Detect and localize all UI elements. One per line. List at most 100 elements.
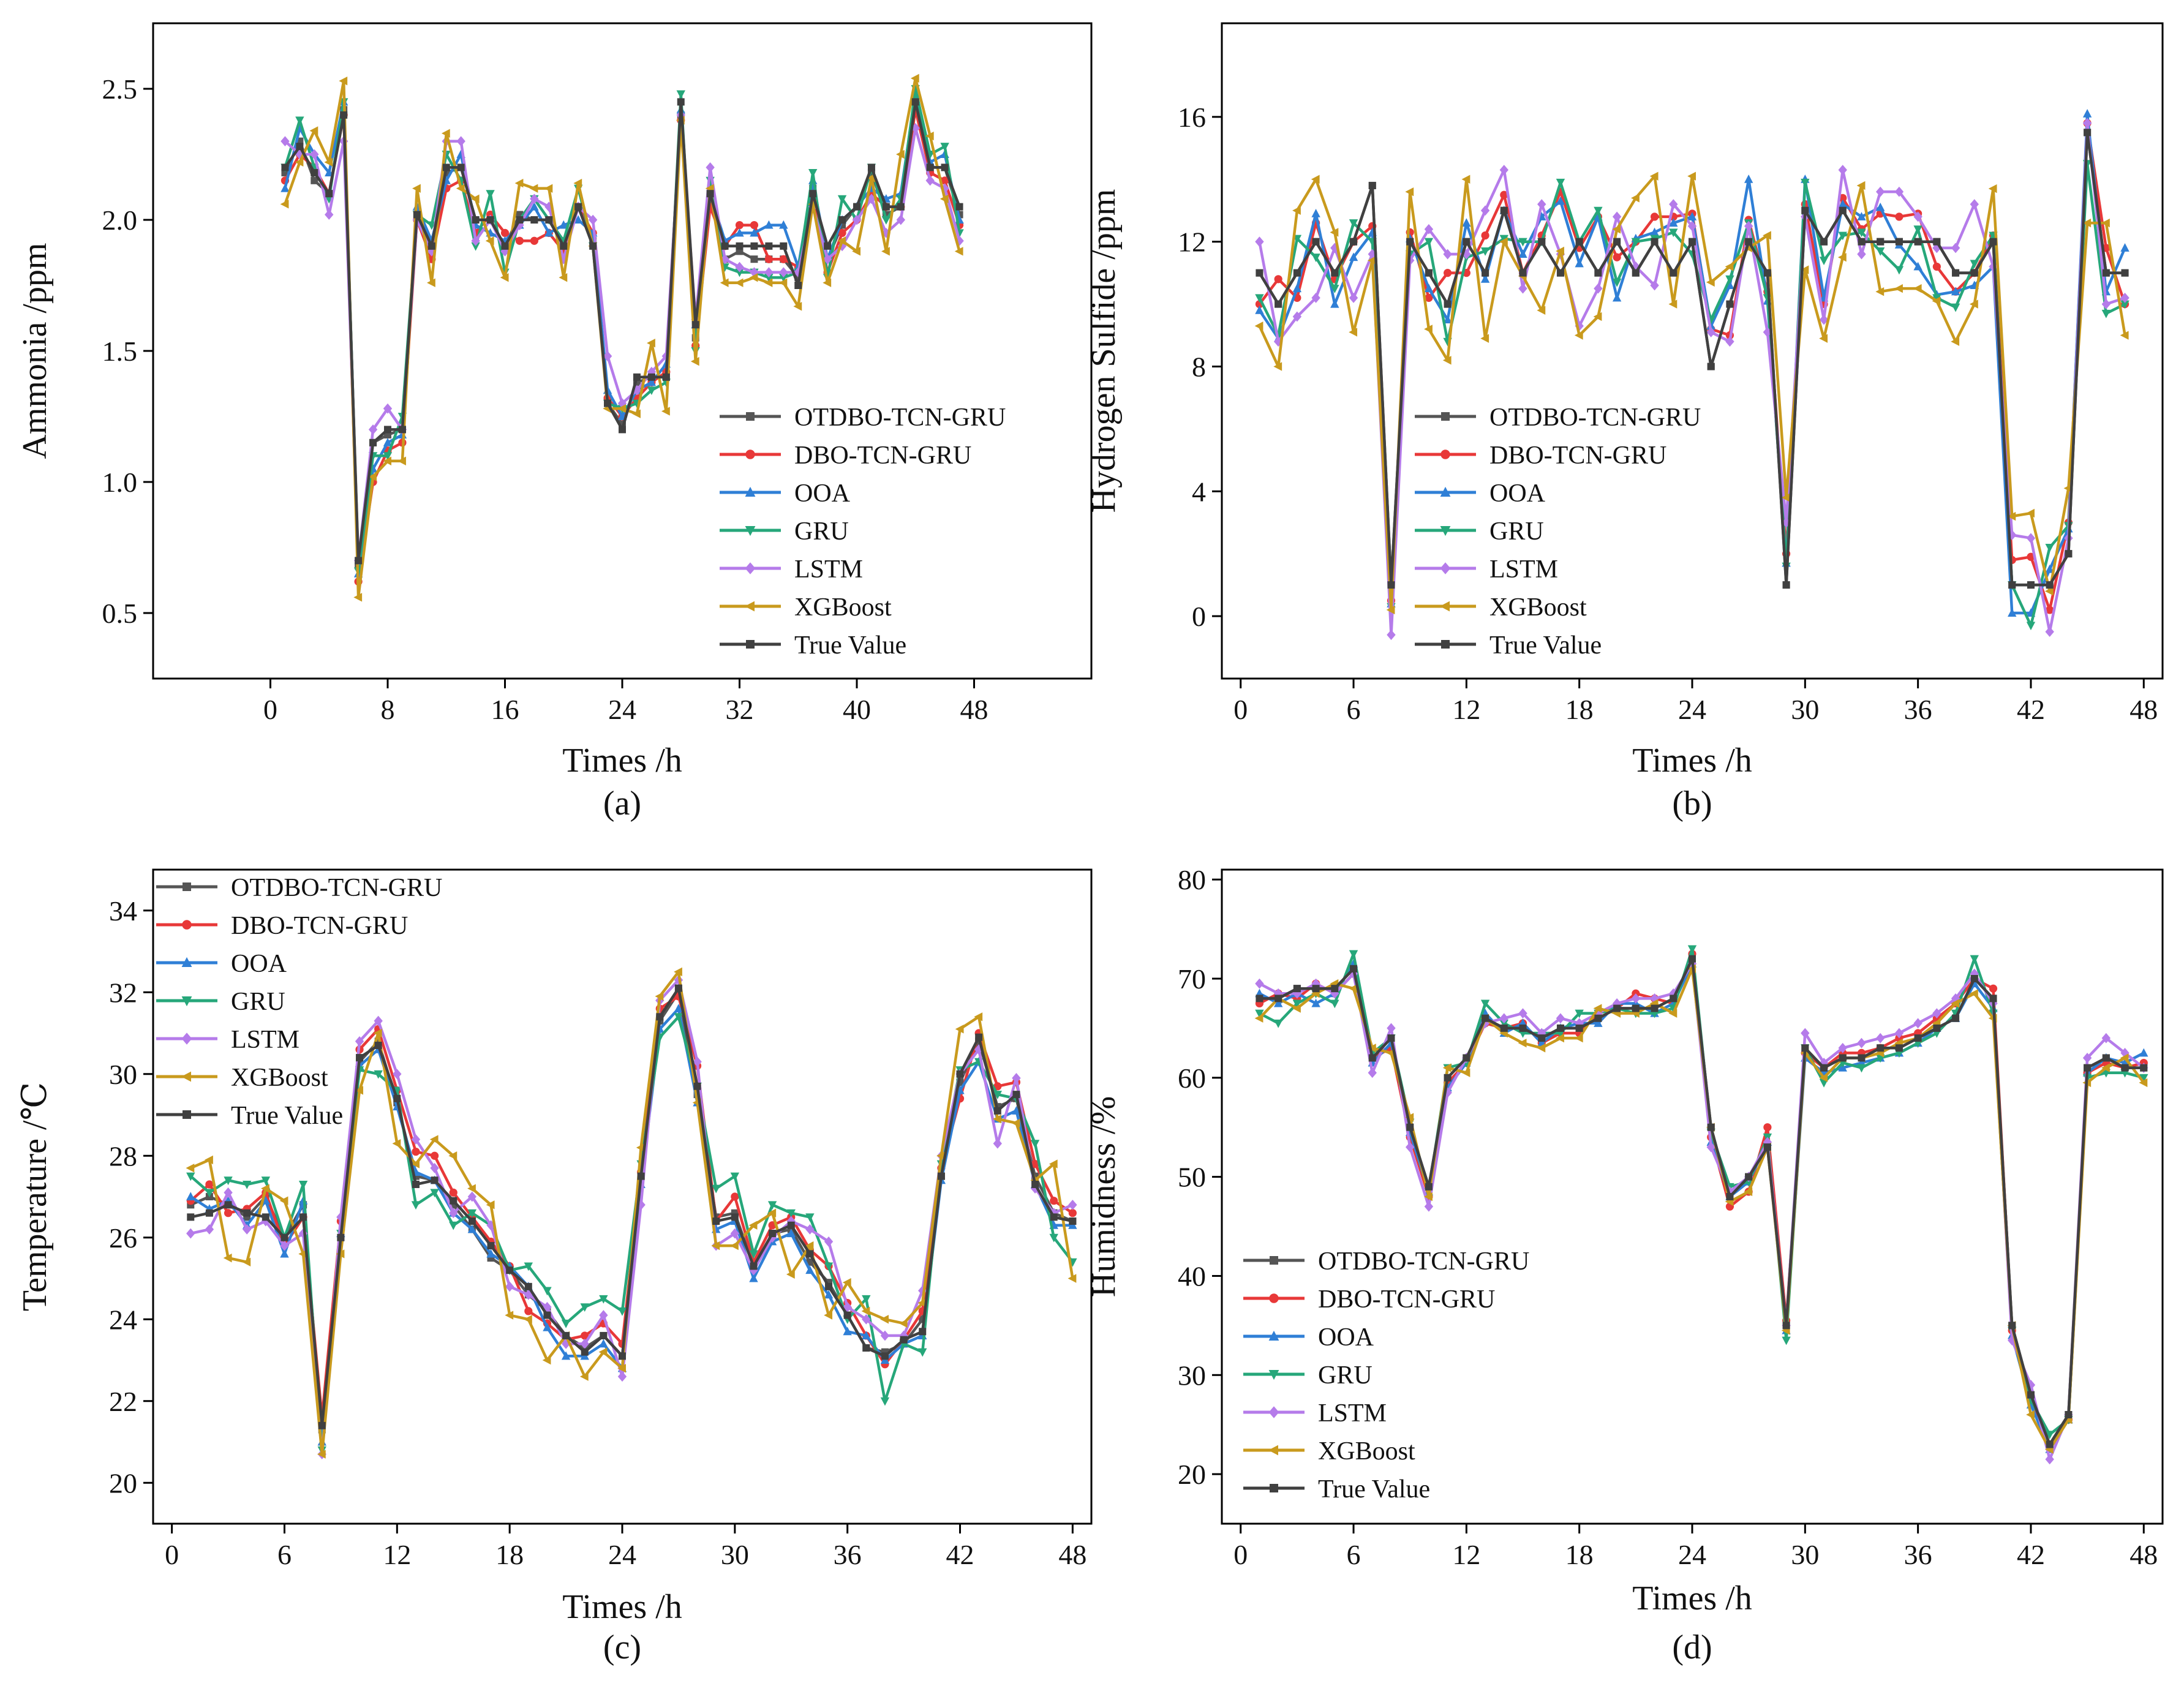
legend-marker bbox=[1440, 562, 1451, 574]
series-otdbo-tcn-gru bbox=[187, 988, 1077, 1434]
data-point bbox=[530, 201, 539, 211]
data-point bbox=[1273, 998, 1283, 1007]
data-point bbox=[309, 126, 318, 135]
data-point bbox=[955, 1025, 964, 1034]
data-point bbox=[412, 1147, 420, 1156]
data-point bbox=[2101, 1033, 2111, 1044]
data-point bbox=[467, 1209, 477, 1218]
legend-marker bbox=[181, 1071, 191, 1082]
data-point bbox=[560, 242, 568, 250]
data-point bbox=[431, 1151, 439, 1160]
data-point bbox=[524, 1282, 532, 1290]
legend-marker bbox=[745, 486, 756, 497]
series-line bbox=[284, 113, 961, 562]
series-line bbox=[190, 978, 1074, 1456]
data-point bbox=[1350, 965, 1358, 973]
legend-label: LSTM bbox=[1318, 1399, 1387, 1428]
data-point bbox=[2082, 108, 2092, 118]
data-point bbox=[1687, 945, 1697, 954]
legend-marker bbox=[1269, 1293, 1279, 1303]
data-point bbox=[1593, 312, 1602, 322]
data-point bbox=[805, 1213, 815, 1222]
data-point bbox=[1405, 1113, 1414, 1122]
data-point bbox=[926, 164, 934, 171]
data-point bbox=[925, 131, 934, 141]
data-point bbox=[1988, 184, 1997, 194]
data-point bbox=[542, 1355, 551, 1365]
data-point bbox=[852, 247, 860, 256]
data-point bbox=[1801, 1044, 1809, 1052]
data-point bbox=[486, 216, 494, 224]
data-point bbox=[457, 164, 465, 171]
legend-label: OTDBO-TCN-GRU bbox=[231, 874, 442, 902]
data-point bbox=[749, 1250, 758, 1259]
data-point bbox=[793, 302, 802, 311]
data-point bbox=[1312, 985, 1320, 993]
data-point bbox=[898, 1319, 908, 1328]
data-point bbox=[825, 1282, 833, 1290]
data-point bbox=[1255, 236, 1264, 247]
series-line bbox=[189, 995, 1074, 1419]
data-point bbox=[1894, 186, 1904, 197]
data-point bbox=[429, 1135, 439, 1144]
data-point bbox=[1482, 1014, 1489, 1022]
legend-marker bbox=[1440, 526, 1451, 536]
data-point bbox=[581, 1348, 589, 1356]
data-point bbox=[544, 228, 554, 237]
data-point bbox=[262, 1213, 269, 1221]
data-point bbox=[1575, 1024, 1583, 1032]
data-point bbox=[1763, 1123, 1772, 1132]
data-point bbox=[897, 203, 905, 211]
data-point bbox=[598, 1347, 608, 1356]
legend-label: DBO-TCN-GRU bbox=[1318, 1285, 1495, 1314]
data-point bbox=[1970, 199, 1979, 209]
data-point bbox=[937, 1172, 945, 1180]
chart-panel-4: 0 6 12 18 24 30 36 42 48 20 30 40 50 60 70 80 Times /h Hu… bbox=[1085, 864, 2164, 1666]
data-point bbox=[398, 426, 406, 434]
data-point bbox=[993, 1138, 1002, 1149]
legend-label: LSTM bbox=[231, 1026, 299, 1054]
data-point bbox=[1895, 213, 1903, 221]
data-point bbox=[1857, 228, 1866, 238]
data-point bbox=[355, 1086, 364, 1095]
data-point bbox=[573, 215, 583, 224]
x-tick-label: 36 bbox=[1904, 1539, 1932, 1570]
data-point bbox=[325, 190, 333, 198]
data-point bbox=[337, 1233, 345, 1241]
data-point bbox=[786, 1209, 796, 1218]
data-point bbox=[1442, 1063, 1452, 1072]
data-point bbox=[325, 168, 334, 176]
data-point bbox=[485, 236, 494, 246]
data-point bbox=[486, 1249, 495, 1258]
data-point bbox=[1049, 1208, 1058, 1219]
legend-item: GRU bbox=[1415, 517, 1544, 546]
data-point bbox=[530, 194, 539, 205]
data-point bbox=[1255, 294, 1264, 303]
x-tick-label: 42 bbox=[2017, 694, 2045, 725]
data-point bbox=[543, 1322, 552, 1331]
data-point bbox=[779, 255, 788, 263]
data-point bbox=[1970, 299, 1978, 309]
data-point bbox=[1556, 269, 1564, 277]
data-point bbox=[940, 143, 949, 151]
x-tick-label: 0 bbox=[1233, 1539, 1248, 1570]
data-point bbox=[2082, 118, 2092, 129]
legend-item: DBO-TCN-GRU bbox=[156, 912, 408, 940]
data-point bbox=[750, 1262, 758, 1270]
legend-item: XGBoost bbox=[1415, 593, 1587, 622]
data-point bbox=[2121, 269, 2129, 277]
x-tick-label: 16 bbox=[491, 694, 519, 725]
data-point bbox=[599, 1295, 608, 1304]
data-point bbox=[1933, 238, 1941, 246]
data-point bbox=[1330, 228, 1339, 237]
data-point bbox=[1292, 1004, 1301, 1013]
data-point bbox=[1745, 238, 1753, 246]
data-point bbox=[2082, 1053, 2092, 1063]
series-line bbox=[284, 87, 961, 573]
data-point bbox=[599, 1310, 608, 1320]
data-point bbox=[1349, 950, 1358, 959]
legend-item: LSTM bbox=[720, 555, 863, 584]
data-point bbox=[1574, 1033, 1583, 1043]
series-line bbox=[190, 987, 1073, 1428]
data-point bbox=[1556, 196, 1565, 205]
